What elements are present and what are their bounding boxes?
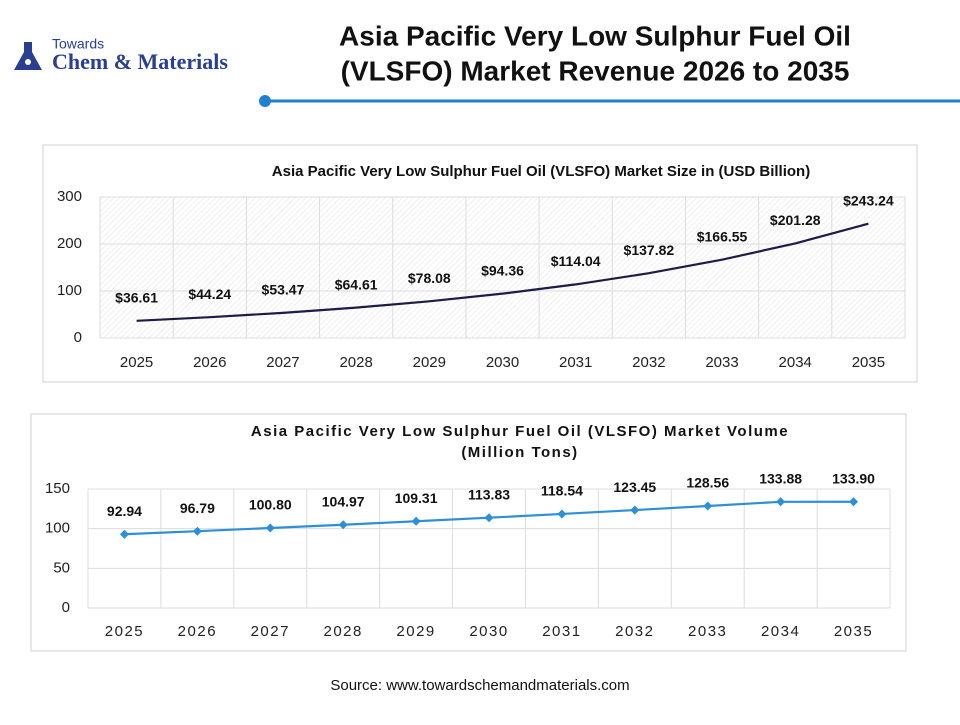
x-tick-label: 2031 [542, 623, 581, 640]
data-point [849, 497, 859, 507]
logo-icon [14, 42, 42, 70]
page-title: (VLSFO) Market Revenue 2026 to 2035 [341, 55, 850, 86]
x-tick-label: 2029 [413, 354, 446, 371]
data-label: 109.31 [395, 490, 438, 506]
x-tick-label: 2030 [469, 623, 508, 640]
x-tick-label: 2033 [705, 354, 738, 371]
data-point [338, 520, 348, 530]
data-label: $137.82 [624, 242, 675, 258]
y-tick-label: 50 [53, 559, 70, 576]
page-title: Asia Pacific Very Low Sulphur Fuel Oil [339, 20, 851, 51]
data-point [776, 497, 786, 507]
x-tick-label: 2025 [105, 623, 144, 640]
chart-title: (Million Tons) [461, 444, 578, 461]
data-label: $243.24 [843, 192, 894, 208]
data-point [411, 516, 421, 526]
data-label: $201.28 [770, 212, 821, 228]
x-tick-label: 2027 [266, 354, 299, 371]
x-tick-label: 2026 [178, 623, 217, 640]
chart-title: Asia Pacific Very Low Sulphur Fuel Oil (… [272, 163, 810, 180]
source: Source: www.towardschemandmaterials.com [330, 677, 629, 694]
x-tick-label: 2026 [193, 354, 226, 371]
chart-title: Asia Pacific Very Low Sulphur Fuel Oil (… [251, 423, 789, 440]
data-label: $53.47 [262, 282, 305, 298]
y-tick-label: 300 [57, 188, 82, 205]
data-label: 92.94 [107, 503, 142, 519]
logo-icon-dot [25, 59, 31, 65]
y-tick-label: 100 [45, 520, 70, 537]
data-point [557, 509, 567, 519]
logo-main: Chem & Materials [52, 49, 228, 74]
x-tick-label: 2025 [120, 354, 153, 371]
data-label: $166.55 [697, 228, 748, 244]
data-point [484, 513, 494, 523]
data-label: $64.61 [335, 276, 378, 292]
x-tick-label: 2031 [559, 354, 592, 371]
x-tick-label: 2035 [834, 623, 873, 640]
title-rule-dot [259, 95, 271, 107]
x-tick-label: 2032 [632, 354, 665, 371]
plot-background [100, 197, 905, 338]
logo-top: Towards [52, 36, 104, 52]
x-tick-label: 2032 [615, 623, 654, 640]
data-label: 128.56 [686, 475, 729, 491]
data-point [630, 505, 640, 515]
x-tick-label: 2029 [396, 623, 435, 640]
data-line [136, 222, 869, 322]
data-label: 113.83 [468, 486, 510, 502]
data-point [265, 523, 275, 533]
chart-frame [30, 413, 907, 652]
data-label: $78.08 [408, 270, 451, 286]
x-tick-label: 2033 [688, 623, 727, 640]
x-tick-label: 2030 [486, 354, 519, 371]
data-point [192, 526, 202, 536]
y-tick-label: 200 [57, 235, 82, 252]
data-label: 96.79 [180, 500, 215, 516]
x-tick-label: 2034 [779, 354, 812, 371]
y-tick-label: 0 [62, 599, 70, 616]
x-tick-label: 2034 [761, 623, 800, 640]
y-tick-label: 0 [74, 329, 82, 346]
data-label: 104.97 [322, 493, 365, 509]
y-tick-label: 150 [45, 480, 70, 497]
data-label: 100.80 [249, 497, 292, 513]
data-point [703, 501, 713, 511]
x-tick-label: 2028 [339, 354, 372, 371]
data-label: 133.90 [832, 470, 875, 486]
data-label: $36.61 [115, 289, 158, 305]
data-point [119, 529, 129, 539]
data-label: 123.45 [613, 479, 656, 495]
data-label: 118.54 [541, 483, 583, 499]
y-tick-label: 100 [57, 282, 82, 299]
x-tick-label: 2027 [251, 623, 290, 640]
x-tick-label: 2028 [323, 623, 362, 640]
data-label: $44.24 [188, 286, 231, 302]
data-label: 133.88 [759, 470, 802, 486]
logo: Towards Chem & Materials [14, 36, 228, 74]
data-label: $114.04 [551, 253, 601, 269]
data-label: $94.36 [481, 262, 524, 278]
x-tick-label: 2035 [852, 354, 885, 371]
